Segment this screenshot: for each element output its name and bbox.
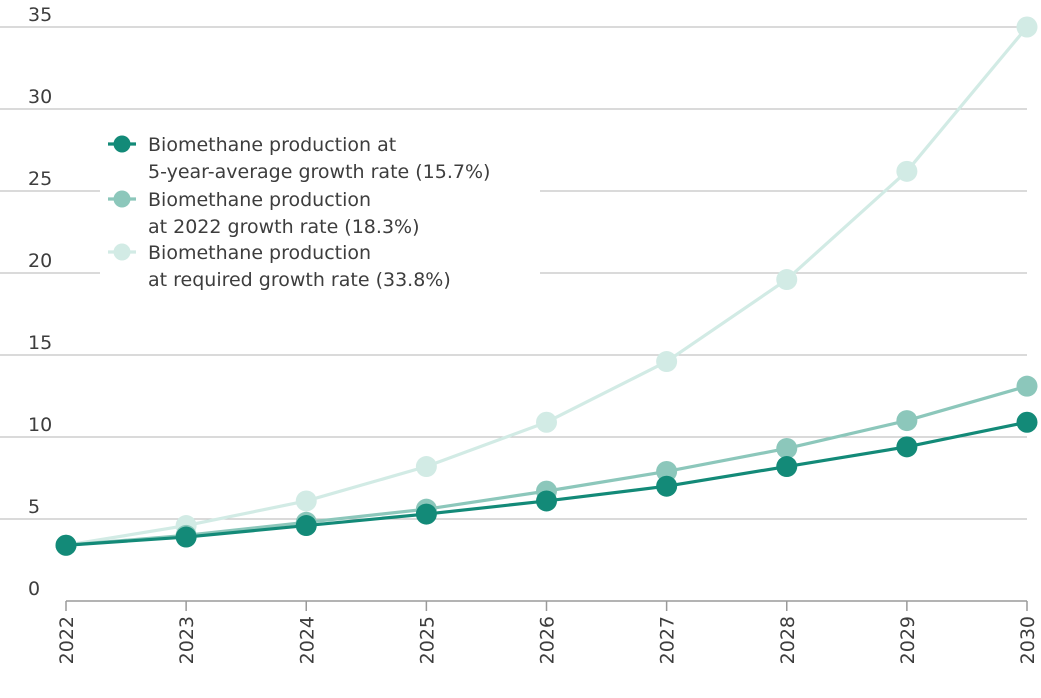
data-point	[415, 503, 437, 525]
legend-item-3: Biomethane production at required growth …	[108, 242, 451, 291]
x-tick-label: 2030	[1017, 616, 1039, 664]
y-tick-label: 20	[28, 250, 52, 272]
legend-label: at required growth rate (33.8%)	[148, 269, 451, 291]
data-point	[896, 160, 918, 182]
data-point	[776, 437, 798, 459]
series-2	[55, 375, 1038, 556]
legend-item-1: Biomethane production at 5-year-average g…	[108, 134, 490, 183]
data-point	[1016, 375, 1038, 397]
data-point	[776, 269, 798, 291]
x-tick-label: 2028	[777, 616, 799, 664]
series	[55, 16, 1038, 556]
legend-item-2: Biomethane production at 2022 growth rate…	[108, 189, 420, 238]
data-point	[536, 490, 557, 512]
x-tick-label: 2027	[657, 616, 679, 664]
y-tick-label: 15	[28, 332, 52, 354]
data-point	[175, 526, 197, 548]
data-point	[55, 534, 77, 556]
legend-label: Biomethane production	[148, 189, 371, 211]
data-point	[536, 411, 557, 433]
y-tick-label: 25	[28, 168, 52, 190]
legend-label: at 2022 growth rate (18.3%)	[148, 216, 420, 238]
data-point	[295, 490, 317, 512]
legend-marker	[113, 243, 131, 261]
legend-label: Biomethane production	[148, 242, 371, 264]
data-point	[656, 475, 678, 497]
x-tick-label: 2022	[56, 616, 78, 664]
data-point	[656, 351, 678, 373]
data-point	[1016, 411, 1038, 433]
y-tick-label: 5	[28, 496, 40, 518]
data-point	[896, 410, 918, 432]
x-tick-label: 2025	[416, 616, 438, 664]
data-point	[295, 515, 317, 537]
data-point	[656, 460, 678, 482]
data-point	[415, 456, 437, 478]
y-tick-label: 0	[28, 578, 40, 600]
data-point	[896, 436, 918, 458]
series-3	[55, 16, 1038, 556]
x-tick-label: 2026	[537, 616, 559, 664]
legend-label: Biomethane production at	[148, 134, 396, 156]
data-point	[776, 456, 798, 478]
series-1	[55, 411, 1038, 556]
y-tick-label: 10	[28, 414, 52, 436]
x-tick-label: 2024	[296, 616, 318, 664]
legend-marker	[113, 190, 131, 208]
y-tick-label: 30	[28, 86, 52, 108]
data-point	[1016, 16, 1038, 38]
legend-label: 5-year-average growth rate (15.7%)	[148, 161, 490, 183]
y-tick-label: 35	[28, 4, 52, 26]
legend-marker	[113, 135, 131, 153]
legend: Biomethane production at 5-year-average g…	[100, 122, 540, 300]
x-tick-label: 2023	[176, 616, 198, 664]
legend-background	[100, 122, 540, 300]
x-tick-label: 2029	[897, 616, 919, 664]
